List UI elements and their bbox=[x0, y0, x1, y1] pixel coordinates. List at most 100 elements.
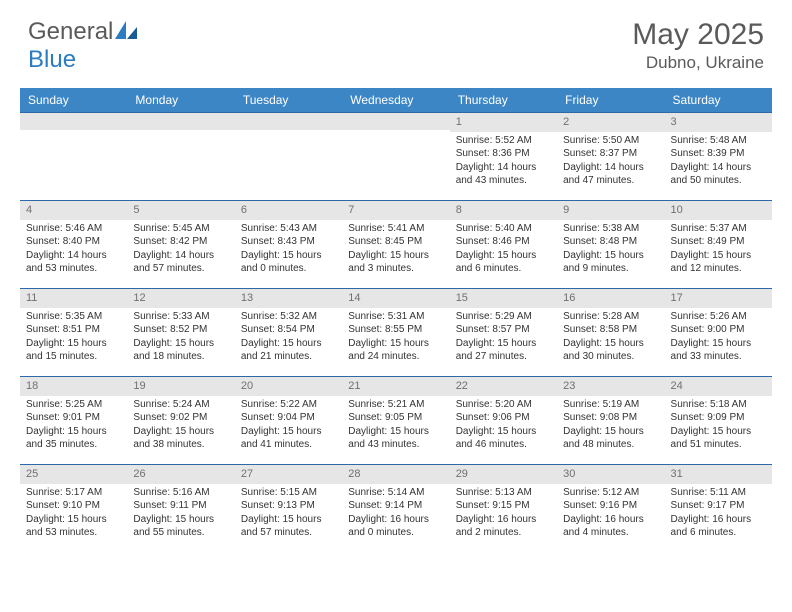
day-details: Sunrise: 5:29 AMSunset: 8:57 PMDaylight:… bbox=[450, 308, 557, 368]
weekday-header: Wednesday bbox=[342, 88, 449, 113]
day-number bbox=[20, 113, 127, 130]
day-number: 2 bbox=[557, 113, 664, 132]
day-details: Sunrise: 5:15 AMSunset: 9:13 PMDaylight:… bbox=[235, 484, 342, 544]
day-details: Sunrise: 5:31 AMSunset: 8:55 PMDaylight:… bbox=[342, 308, 449, 368]
day-details: Sunrise: 5:16 AMSunset: 9:11 PMDaylight:… bbox=[127, 484, 234, 544]
day-details bbox=[235, 130, 342, 136]
day-detail-line: Sunrise: 5:48 AM bbox=[671, 134, 766, 148]
day-detail-line: and 9 minutes. bbox=[563, 262, 658, 276]
day-detail-line: Sunrise: 5:17 AM bbox=[26, 486, 121, 500]
logo-sail-icon bbox=[115, 18, 137, 45]
day-number: 15 bbox=[450, 289, 557, 308]
day-detail-line: Sunrise: 5:16 AM bbox=[133, 486, 228, 500]
day-number: 1 bbox=[450, 113, 557, 132]
calendar-day-cell: 18Sunrise: 5:25 AMSunset: 9:01 PMDayligh… bbox=[20, 377, 127, 465]
day-detail-line: Sunrise: 5:43 AM bbox=[241, 222, 336, 236]
day-detail-line: Daylight: 15 hours bbox=[671, 337, 766, 351]
day-detail-line: Sunrise: 5:28 AM bbox=[563, 310, 658, 324]
calendar-day-cell: 23Sunrise: 5:19 AMSunset: 9:08 PMDayligh… bbox=[557, 377, 664, 465]
calendar-day-cell: 4Sunrise: 5:46 AMSunset: 8:40 PMDaylight… bbox=[20, 201, 127, 289]
day-details: Sunrise: 5:21 AMSunset: 9:05 PMDaylight:… bbox=[342, 396, 449, 456]
day-detail-line: and 33 minutes. bbox=[671, 350, 766, 364]
day-detail-line: Sunrise: 5:29 AM bbox=[456, 310, 551, 324]
day-detail-line: Sunset: 9:09 PM bbox=[671, 411, 766, 425]
day-detail-line: Sunrise: 5:50 AM bbox=[563, 134, 658, 148]
day-number bbox=[127, 113, 234, 130]
day-details: Sunrise: 5:26 AMSunset: 9:00 PMDaylight:… bbox=[665, 308, 772, 368]
weekday-row: Sunday Monday Tuesday Wednesday Thursday… bbox=[20, 88, 772, 113]
day-number: 7 bbox=[342, 201, 449, 220]
day-detail-line: Sunset: 9:17 PM bbox=[671, 499, 766, 513]
day-detail-line: Sunset: 8:51 PM bbox=[26, 323, 121, 337]
calendar-day-cell: 12Sunrise: 5:33 AMSunset: 8:52 PMDayligh… bbox=[127, 289, 234, 377]
day-detail-line: Sunset: 9:04 PM bbox=[241, 411, 336, 425]
calendar-week-row: 1Sunrise: 5:52 AMSunset: 8:36 PMDaylight… bbox=[20, 113, 772, 201]
day-detail-line: Sunrise: 5:18 AM bbox=[671, 398, 766, 412]
day-detail-line: Sunset: 8:40 PM bbox=[26, 235, 121, 249]
calendar-day-cell: 26Sunrise: 5:16 AMSunset: 9:11 PMDayligh… bbox=[127, 465, 234, 553]
calendar-day-cell: 16Sunrise: 5:28 AMSunset: 8:58 PMDayligh… bbox=[557, 289, 664, 377]
calendar-body: 1Sunrise: 5:52 AMSunset: 8:36 PMDaylight… bbox=[20, 113, 772, 553]
day-detail-line: Sunset: 9:05 PM bbox=[348, 411, 443, 425]
day-detail-line: Sunrise: 5:24 AM bbox=[133, 398, 228, 412]
weekday-header: Friday bbox=[557, 88, 664, 113]
calendar-day-cell: 3Sunrise: 5:48 AMSunset: 8:39 PMDaylight… bbox=[665, 113, 772, 201]
day-detail-line: Sunset: 9:15 PM bbox=[456, 499, 551, 513]
day-detail-line: and 12 minutes. bbox=[671, 262, 766, 276]
day-detail-line: Daylight: 15 hours bbox=[133, 513, 228, 527]
day-detail-line: and 0 minutes. bbox=[241, 262, 336, 276]
calendar-day-cell: 14Sunrise: 5:31 AMSunset: 8:55 PMDayligh… bbox=[342, 289, 449, 377]
day-detail-line: Sunset: 9:13 PM bbox=[241, 499, 336, 513]
day-detail-line: Sunrise: 5:32 AM bbox=[241, 310, 336, 324]
day-details: Sunrise: 5:41 AMSunset: 8:45 PMDaylight:… bbox=[342, 220, 449, 280]
calendar-day-cell: 5Sunrise: 5:45 AMSunset: 8:42 PMDaylight… bbox=[127, 201, 234, 289]
day-detail-line: Sunrise: 5:52 AM bbox=[456, 134, 551, 148]
day-details: Sunrise: 5:25 AMSunset: 9:01 PMDaylight:… bbox=[20, 396, 127, 456]
day-number: 23 bbox=[557, 377, 664, 396]
day-number: 29 bbox=[450, 465, 557, 484]
day-detail-line: and 55 minutes. bbox=[133, 526, 228, 540]
day-detail-line: Sunset: 8:39 PM bbox=[671, 147, 766, 161]
day-details: Sunrise: 5:12 AMSunset: 9:16 PMDaylight:… bbox=[557, 484, 664, 544]
day-detail-line: and 6 minutes. bbox=[456, 262, 551, 276]
day-detail-line: Sunrise: 5:31 AM bbox=[348, 310, 443, 324]
calendar-week-row: 11Sunrise: 5:35 AMSunset: 8:51 PMDayligh… bbox=[20, 289, 772, 377]
day-number: 20 bbox=[235, 377, 342, 396]
day-details: Sunrise: 5:18 AMSunset: 9:09 PMDaylight:… bbox=[665, 396, 772, 456]
day-detail-line: and 57 minutes. bbox=[241, 526, 336, 540]
day-details: Sunrise: 5:14 AMSunset: 9:14 PMDaylight:… bbox=[342, 484, 449, 544]
day-number: 16 bbox=[557, 289, 664, 308]
day-detail-line: Daylight: 15 hours bbox=[348, 337, 443, 351]
calendar-day-cell bbox=[235, 113, 342, 201]
day-detail-line: Daylight: 15 hours bbox=[26, 425, 121, 439]
day-detail-line: Sunset: 8:45 PM bbox=[348, 235, 443, 249]
brand-part2: Blue bbox=[28, 46, 76, 73]
weekday-header: Thursday bbox=[450, 88, 557, 113]
calendar-day-cell: 10Sunrise: 5:37 AMSunset: 8:49 PMDayligh… bbox=[665, 201, 772, 289]
day-detail-line: Sunrise: 5:22 AM bbox=[241, 398, 336, 412]
weekday-header: Saturday bbox=[665, 88, 772, 113]
calendar-day-cell: 7Sunrise: 5:41 AMSunset: 8:45 PMDaylight… bbox=[342, 201, 449, 289]
day-detail-line: Sunset: 9:00 PM bbox=[671, 323, 766, 337]
day-detail-line: Sunrise: 5:19 AM bbox=[563, 398, 658, 412]
day-number: 3 bbox=[665, 113, 772, 132]
day-detail-line: and 51 minutes. bbox=[671, 438, 766, 452]
day-detail-line: Sunrise: 5:20 AM bbox=[456, 398, 551, 412]
day-detail-line: Daylight: 15 hours bbox=[26, 513, 121, 527]
day-detail-line: and 50 minutes. bbox=[671, 174, 766, 188]
day-number: 14 bbox=[342, 289, 449, 308]
calendar-day-cell: 21Sunrise: 5:21 AMSunset: 9:05 PMDayligh… bbox=[342, 377, 449, 465]
calendar-day-cell: 19Sunrise: 5:24 AMSunset: 9:02 PMDayligh… bbox=[127, 377, 234, 465]
day-number: 9 bbox=[557, 201, 664, 220]
brand-part1: General bbox=[28, 18, 113, 45]
day-detail-line: and 53 minutes. bbox=[26, 526, 121, 540]
day-detail-line: and 27 minutes. bbox=[456, 350, 551, 364]
calendar-day-cell: 22Sunrise: 5:20 AMSunset: 9:06 PMDayligh… bbox=[450, 377, 557, 465]
day-detail-line: and 38 minutes. bbox=[133, 438, 228, 452]
day-detail-line: and 6 minutes. bbox=[671, 526, 766, 540]
calendar-day-cell: 25Sunrise: 5:17 AMSunset: 9:10 PMDayligh… bbox=[20, 465, 127, 553]
day-detail-line: Sunrise: 5:37 AM bbox=[671, 222, 766, 236]
day-number: 27 bbox=[235, 465, 342, 484]
day-detail-line: Sunset: 9:10 PM bbox=[26, 499, 121, 513]
calendar-day-cell: 20Sunrise: 5:22 AMSunset: 9:04 PMDayligh… bbox=[235, 377, 342, 465]
